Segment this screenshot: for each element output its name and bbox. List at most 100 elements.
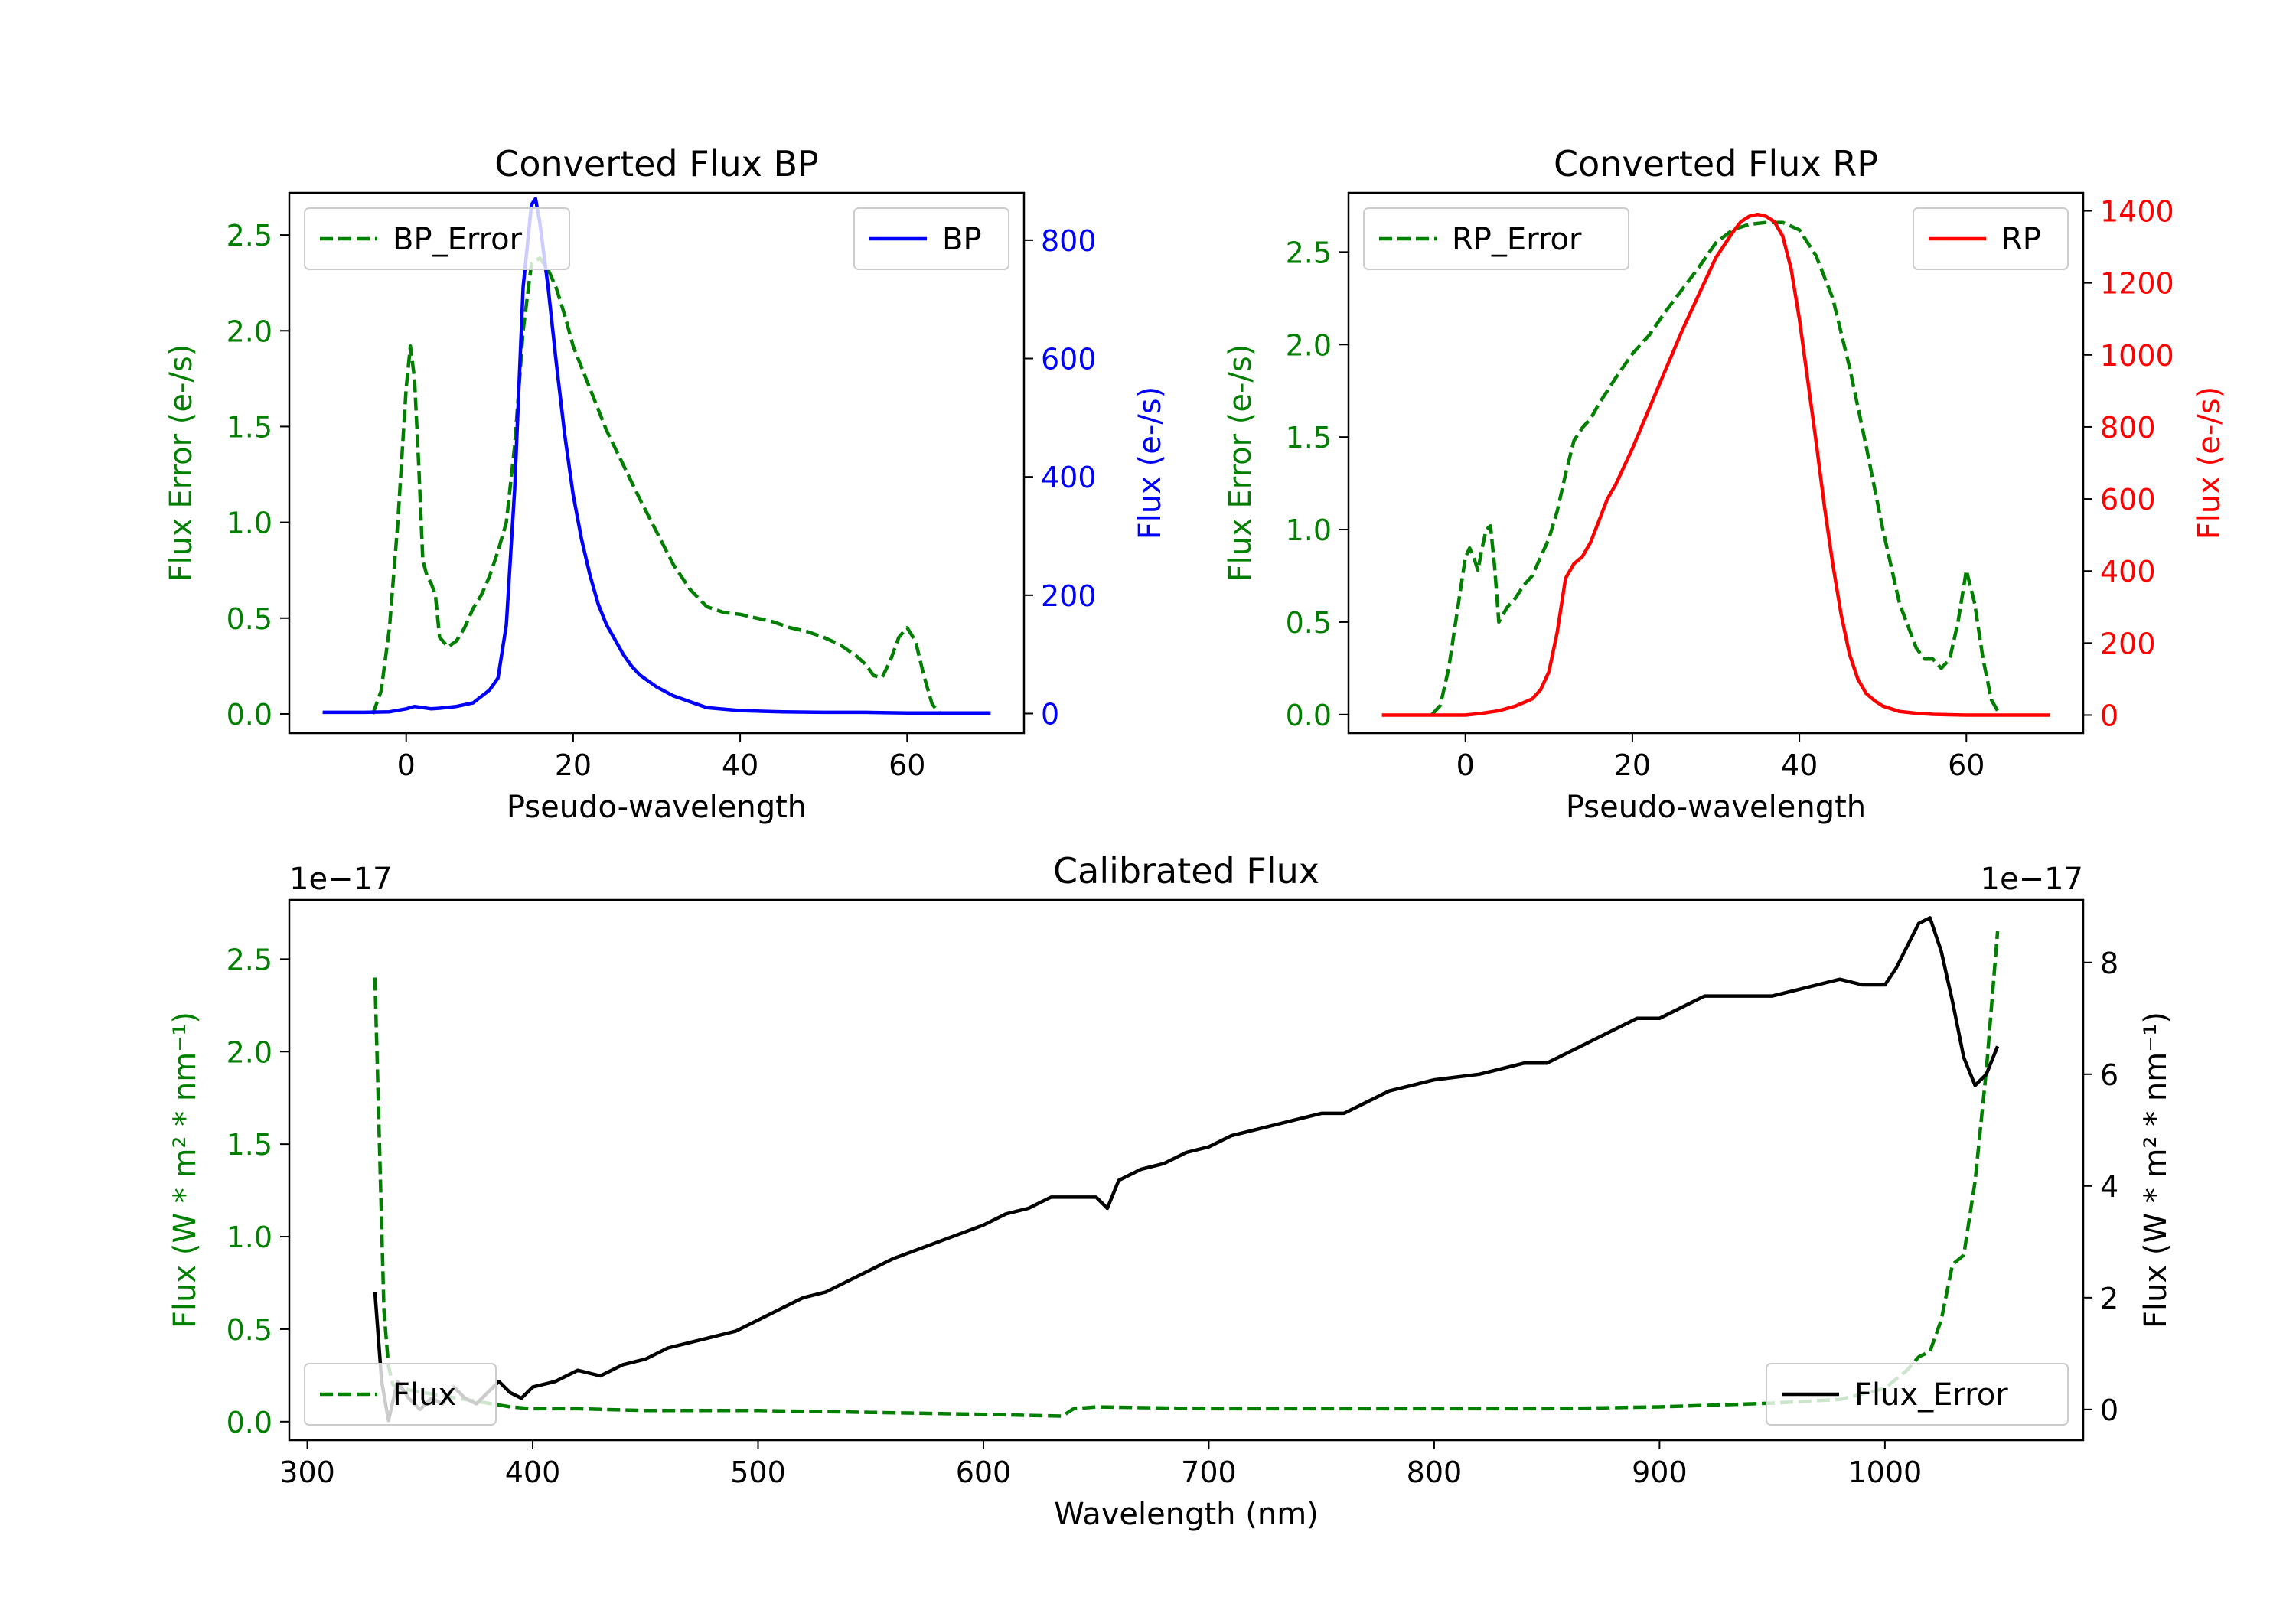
x-axis-label: Wavelength (nm) [1054,1497,1319,1532]
offset-label-right: 1e−17 [1981,862,2083,897]
chart-title: Calibrated Flux [1053,850,1319,892]
y-right-tick-label: 400 [2100,555,2156,588]
series-line-rp-error [1430,220,2001,716]
series-group [1381,212,2050,717]
series-group [322,197,991,715]
y-left-tick-label: 1.5 [1286,421,1332,455]
legend-right: BP [853,207,1009,270]
y-left-tick-label: 0.5 [227,1313,272,1347]
y-right-tick-label: 600 [2100,483,2156,517]
y-left-tick-label: 2.0 [227,1035,272,1069]
y-left-axis-label: Flux (W * m² * nm⁻¹) [168,1012,203,1328]
x-tick-label: 40 [1781,748,1818,782]
legend-frame [1766,1363,2069,1426]
y-right-tick-label: 0 [2100,1393,2118,1427]
series-line-bp-error [370,256,942,715]
y-right-tick-label: 4 [2100,1170,2118,1204]
y-right-tick-label: 400 [1041,461,1097,494]
legend-frame [1913,207,2069,270]
x-axis-label: Pseudo-wavelength [1566,790,1866,825]
chart-rp: 0 20 40 60 0.0 0.5 1.0 1.5 2.0 2.5 0 200 400 600 800 10… [1223,143,2227,825]
x-tick-label: 400 [505,1455,561,1489]
y-left-tick-label: 2.0 [1286,328,1332,362]
y-right-tick-label: 1200 [2100,267,2174,301]
y-left-tick-label: 1.5 [227,410,272,444]
x-tick-label: 600 [956,1455,1012,1489]
y-right-tick-label: 1000 [2100,339,2174,373]
x-tick-label: 60 [1948,748,1985,782]
y-left-axis-label: Flux Error (e-/s) [1223,344,1258,582]
y-right-tick-label: 2 [2100,1282,2118,1315]
legend-label: BP [942,222,982,257]
x-tick-label: 60 [889,748,925,782]
x-tick-label: 900 [1632,1455,1688,1489]
y-right-tick-label: 600 [1041,343,1097,376]
series-line-flux [373,916,2000,1423]
x-tick-label: 40 [722,748,758,782]
plot-frame [288,191,1026,735]
x-tick-label: 20 [1614,748,1651,782]
y-left-tick-label: 0.5 [227,602,272,636]
y-left-tick-label: 2.5 [227,219,272,253]
x-tick-label: 500 [730,1455,786,1489]
y-left-tick-label: 1.5 [227,1128,272,1162]
legend-label: RP [2001,222,2041,257]
x-tick-label: 0 [397,748,416,782]
legend-label: Flux [393,1377,456,1413]
y-left-tick-label: 1.0 [1286,513,1332,547]
x-tick-label: 300 [279,1455,335,1489]
chart-title: Converted Flux BP [494,143,819,184]
offset-label-left: 1e−17 [289,862,392,897]
legend-label: Flux_Error [1854,1377,2008,1413]
y-right-tick-label: 800 [2100,411,2156,445]
y-left-tick-label: 0.5 [1286,606,1332,640]
y-left-tick-label: 2.5 [227,943,272,976]
y-left-tick-label: 0.0 [227,698,272,732]
plot-frame [1347,191,2085,735]
legend-frame [304,207,570,270]
y-right-tick-label: 200 [2100,627,2156,660]
legend-label: RP_Error [1452,222,1582,257]
legend-right: RP [1913,207,2069,270]
series-group [373,916,2000,1423]
legend-left: Flux [304,1363,497,1426]
y-left-tick-label: 2.0 [227,315,272,348]
legend-left: RP_Error [1363,207,1629,270]
y-left-tick-label: 0.0 [1286,699,1332,732]
chart-bp: 0 20 40 60 0.0 0.5 1.0 1.5 2.0 2.5 0 200 400 600 800 Co… [164,143,1168,825]
legend-right: Flux_Error [1766,1363,2069,1426]
y-right-tick-label: 200 [1041,579,1097,613]
y-left-tick-label: 2.5 [1286,236,1332,269]
x-tick-label: 20 [555,748,592,782]
y-right-tick-label: 8 [2100,947,2118,980]
legend-frame [1363,207,1629,270]
y-left-axis-label: Flux Error (e-/s) [164,344,199,582]
y-right-tick-label: 0 [2100,699,2118,732]
y-left-tick-label: 1.0 [227,1221,272,1254]
y-left-tick-label: 1.0 [227,507,272,540]
legend-label: BP_Error [393,222,523,257]
legend-frame [853,207,1009,270]
chart-title: Converted Flux RP [1554,143,1878,184]
y-right-axis-label: Flux (W * m² * nm⁻¹) [2138,1012,2174,1328]
y-right-tick-label: 6 [2100,1058,2118,1092]
plot-frame [288,898,2085,1442]
y-right-axis-label: Flux (e-/s) [1133,386,1168,539]
x-tick-label: 0 [1456,748,1475,782]
x-tick-label: 1000 [1848,1455,1923,1489]
legend-left: BP_Error [304,207,570,270]
x-axis-label: Pseudo-wavelength [507,790,807,825]
y-right-axis-label: Flux (e-/s) [2192,386,2227,539]
series-line-flux-error [373,931,2000,1418]
legend-frame [304,1363,497,1426]
chart-calibrated: 300 400 500 600 700 800 900 1000 0.0 0.5 1.0 1.5 2.0… [168,850,2174,1532]
y-left-tick-label: 0.0 [227,1406,272,1439]
y-right-tick-label: 1400 [2100,195,2174,229]
x-tick-label: 800 [1407,1455,1463,1489]
series-line-rp [1381,212,2050,717]
y-right-tick-label: 800 [1041,224,1097,258]
series-line-bp [322,197,991,715]
x-tick-label: 700 [1181,1455,1237,1489]
y-right-tick-label: 0 [1041,697,1059,731]
